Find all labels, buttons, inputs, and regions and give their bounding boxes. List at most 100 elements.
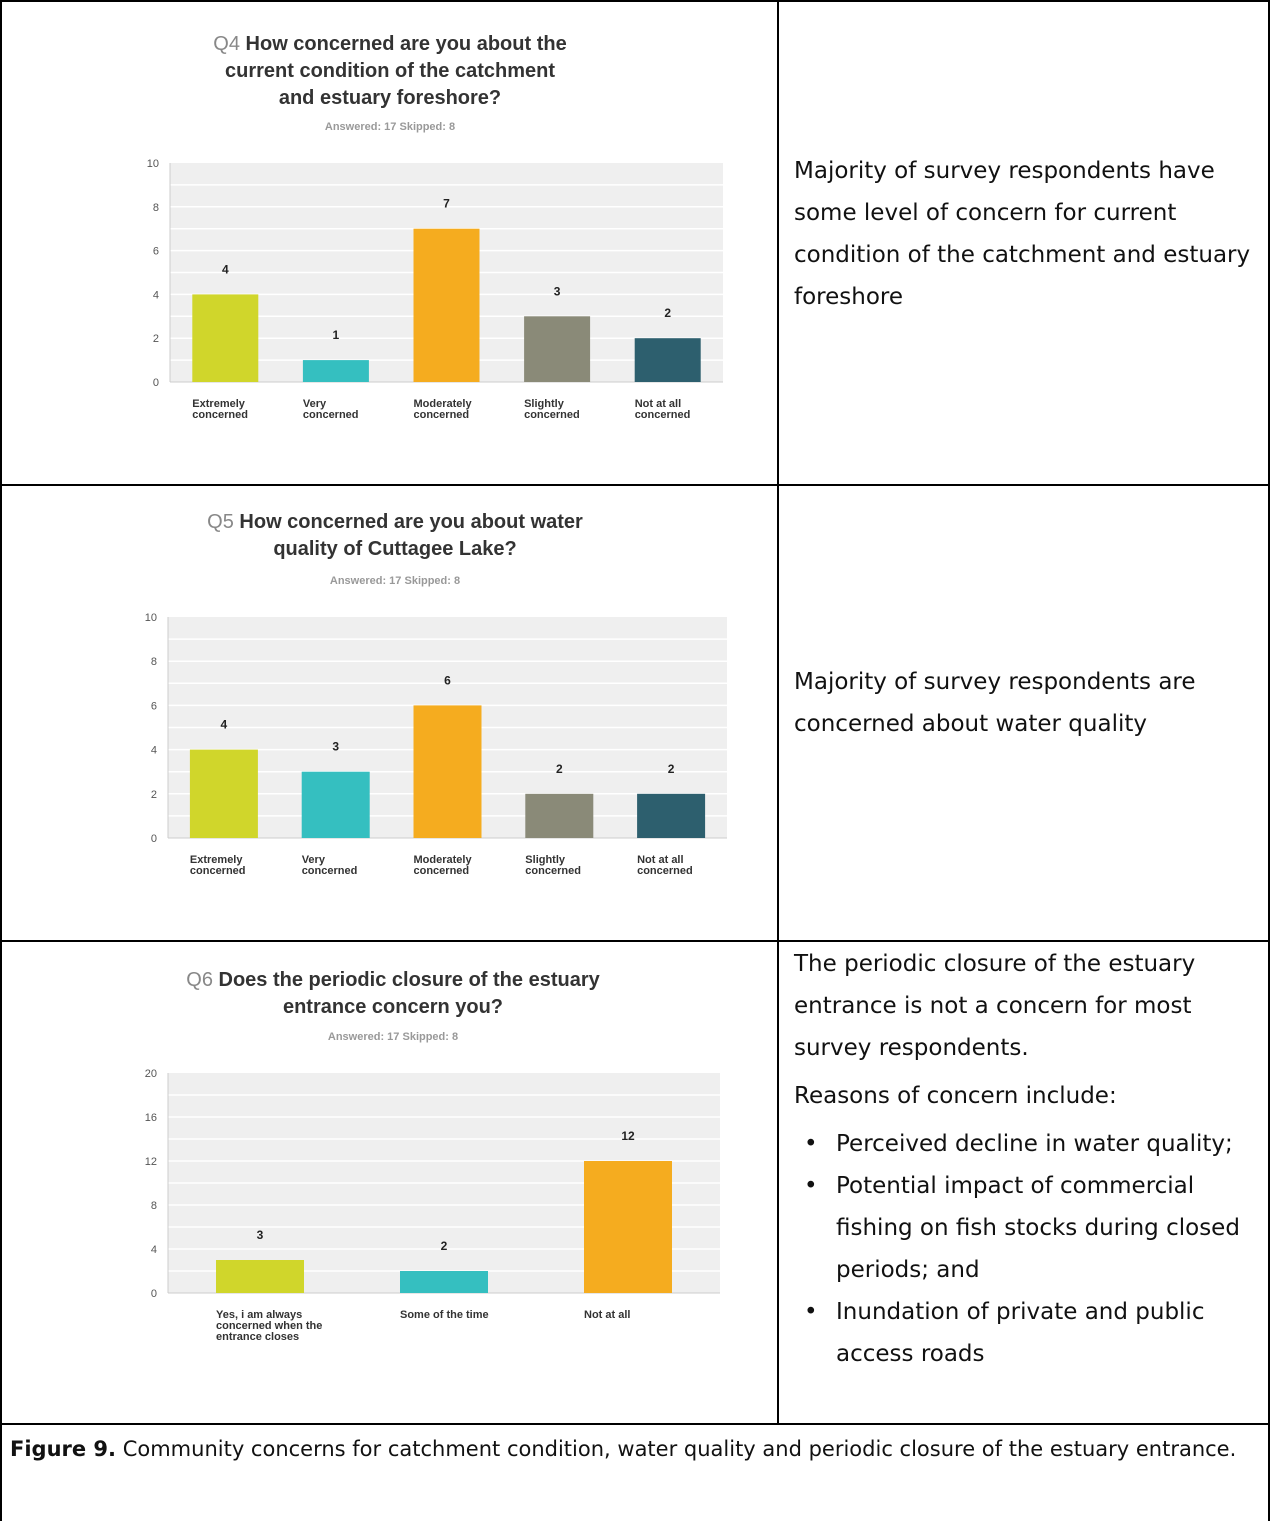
bar [302, 360, 369, 382]
bar [192, 294, 259, 382]
x-tick-label: Slightly [524, 398, 565, 410]
data-label: 6 [444, 673, 451, 687]
y-tick-label: 4 [151, 1244, 157, 1256]
title-text: entrance concern you? [283, 996, 503, 1018]
figure-caption: Figure 9. Community concerns for catchme… [10, 1428, 1260, 1470]
table-top-border [0, 0, 1270, 2]
bar [413, 705, 482, 838]
data-label: 3 [332, 740, 339, 754]
reason-item: Perceived decline in water quality; [794, 1123, 1254, 1165]
answered-skipped: Answered: 17 Skipped: 8 [328, 1031, 458, 1043]
chart-title-line: entrance concern you? [283, 996, 503, 1018]
description-q4: Majority of survey respondents have some… [794, 150, 1254, 318]
table-left-border [0, 0, 2, 1521]
y-tick-label: 6 [151, 700, 157, 712]
y-tick-label: 12 [145, 1156, 157, 1168]
data-label: 3 [554, 284, 561, 298]
row-divider-3 [0, 1423, 1270, 1425]
x-tick-label: Not at all [637, 854, 683, 866]
chart-title-line: current condition of the catchment [225, 60, 555, 82]
bar [525, 793, 594, 838]
y-tick-label: 2 [151, 789, 157, 801]
data-label: 2 [668, 762, 675, 776]
bar [637, 793, 706, 838]
y-tick-label: 0 [153, 377, 159, 389]
x-tick-label: concerned [190, 865, 246, 877]
x-tick-label: concerned [303, 409, 359, 421]
description-q5-text: Majority of survey respondents are conce… [794, 669, 1196, 737]
data-label: 2 [664, 306, 671, 320]
y-tick-label: 2 [153, 333, 159, 345]
x-tick-label: Extremely [192, 398, 245, 410]
bar [524, 316, 591, 382]
x-tick-label: concerned [635, 409, 691, 421]
x-tick-label: concerned [525, 865, 581, 877]
y-tick-label: 10 [145, 612, 157, 624]
data-label: 3 [257, 1228, 264, 1242]
question-number: Q5 [207, 511, 239, 533]
y-tick-label: 8 [151, 656, 157, 668]
y-tick-label: 6 [153, 246, 159, 258]
question-number: Q4 [213, 33, 245, 55]
answered-count: Answered: 17 [325, 121, 400, 133]
skipped-count: Skipped: 8 [399, 121, 455, 133]
chart-q4: Q4 How concerned are you about the curren… [147, 33, 723, 421]
x-tick-label: Very [302, 854, 326, 866]
y-tick-label: 20 [145, 1068, 157, 1080]
row-divider-1 [0, 484, 1270, 486]
description-q6-reasons-heading: Reasons of concern include: [794, 1083, 1117, 1109]
bar [189, 749, 258, 838]
description-q5: Majority of survey respondents are conce… [794, 661, 1254, 745]
data-label: 2 [441, 1239, 448, 1253]
x-tick-label: Moderately [414, 398, 473, 410]
skipped-count: Skipped: 8 [402, 1031, 458, 1043]
title-text: current condition of the catchment [225, 60, 555, 82]
bar [400, 1271, 488, 1293]
y-tick-label: 8 [153, 202, 159, 214]
y-tick-label: 4 [151, 745, 157, 757]
answered-skipped: Answered: 17 Skipped: 8 [325, 121, 455, 133]
x-tick-label: concerned [414, 409, 470, 421]
data-label: 7 [443, 197, 450, 211]
x-tick-label: Yes, i am always [216, 1309, 302, 1321]
x-tick-label: concerned [192, 409, 248, 421]
y-tick-label: 8 [151, 1200, 157, 1212]
question-number: Q6 [186, 969, 218, 991]
chart-cell-q4: Q4 How concerned are you about the curren… [0, 0, 778, 484]
chart-cell-q6: Q6 Does the periodic closure of the estu… [0, 942, 778, 1423]
bar [584, 1161, 672, 1293]
title-text: Does the periodic closure of the estuary [219, 969, 601, 991]
data-label: 12 [621, 1129, 635, 1143]
data-label: 4 [222, 262, 229, 276]
figure-caption-label: Figure 9. [10, 1437, 117, 1461]
title-text: quality of Cuttagee Lake? [273, 538, 516, 560]
x-tick-label: Slightly [525, 854, 566, 866]
x-tick-label: entrance closes [216, 1331, 299, 1343]
x-tick-label: Extremely [190, 854, 243, 866]
data-label: 1 [333, 328, 340, 342]
x-tick-label: concerned [524, 409, 580, 421]
column-divider [777, 0, 779, 1424]
y-tick-label: 0 [151, 1288, 157, 1300]
description-q6-intro: The periodic closure of the estuary entr… [794, 951, 1196, 1061]
chart-q5: Q5 How concerned are you about water qual… [145, 511, 727, 877]
x-tick-label: concerned [414, 865, 470, 877]
title-text: and estuary foreshore? [279, 87, 501, 109]
bar [216, 1260, 304, 1293]
data-label: 4 [221, 718, 228, 732]
chart-title-line: quality of Cuttagee Lake? [273, 538, 516, 560]
chart-q6: Q6 Does the periodic closure of the estu… [145, 969, 720, 1343]
x-tick-label: concerned when the [216, 1320, 322, 1332]
row-divider-2 [0, 940, 1270, 942]
title-text: How concerned are you about the [246, 33, 567, 55]
chart-cell-q5: Q5 How concerned are you about water qual… [0, 486, 778, 940]
description-q4-text: Majority of survey respondents have some… [794, 158, 1251, 310]
chart-title-line: Q5 How concerned are you about water [207, 511, 583, 533]
chart-title-line: Q6 Does the periodic closure of the estu… [186, 969, 600, 991]
x-tick-label: Very [303, 398, 327, 410]
reason-item: Potential impact of commercial fishing o… [794, 1165, 1254, 1291]
data-label: 2 [556, 762, 563, 776]
x-tick-label: Not at all [635, 398, 681, 410]
description-q6: The periodic closure of the estuary entr… [794, 943, 1254, 1375]
x-tick-label: Moderately [414, 854, 473, 866]
